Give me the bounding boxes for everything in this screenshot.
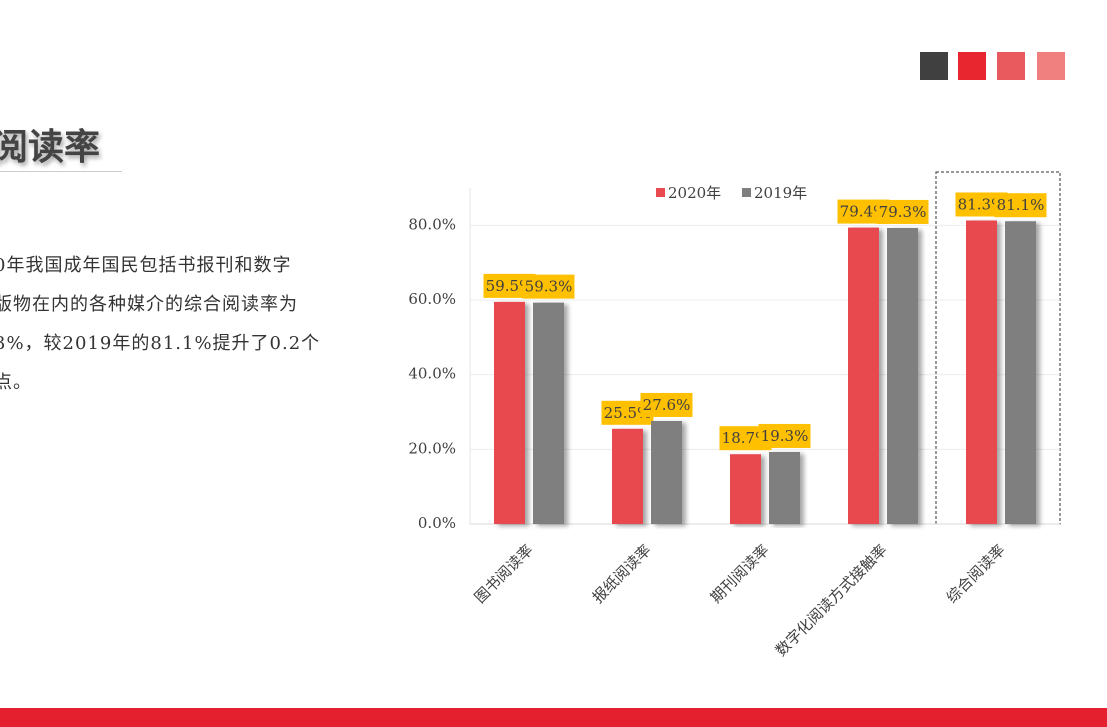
value-label: 25.5%	[604, 404, 652, 422]
bar	[533, 302, 564, 524]
label-box	[994, 193, 1047, 218]
bar	[769, 451, 800, 524]
label-box	[640, 392, 693, 417]
x-tick-label: 报纸阅读率	[589, 541, 655, 607]
x-tick-label: 期刊阅读率	[707, 541, 773, 607]
value-label: 18.7%	[722, 429, 770, 447]
value-label: 81.3%	[958, 195, 1006, 213]
bar	[1005, 221, 1036, 524]
legend-label: 2020年	[668, 184, 721, 202]
value-label: 81.1%	[997, 196, 1045, 214]
x-tick-label: 综合阅读率	[943, 541, 1009, 607]
value-label: 79.4%	[840, 203, 888, 221]
deco-square	[958, 52, 986, 80]
value-label: 59.5%	[486, 277, 534, 295]
legend-swatch	[742, 188, 751, 197]
body-line: 3%，较2019年的81.1%提升了0.2个	[0, 333, 321, 354]
body-text: 0年我国成年国民包括书报刊和数字 版物在内的各种媒介的综合阅读率为 3%，较20…	[0, 246, 354, 402]
body-line: 点。	[0, 372, 32, 393]
heading-rule	[0, 171, 122, 172]
x-tick-label: 图书阅读率	[471, 541, 537, 607]
bar	[651, 420, 682, 524]
heading: 阅读率	[0, 127, 101, 168]
value-label: 79.3%	[879, 203, 927, 221]
x-tick-label: 数字化阅读方式接触率	[772, 541, 891, 660]
y-tick-label: 60.0%	[408, 290, 456, 308]
deco-square	[1037, 52, 1065, 80]
value-label: 19.3%	[761, 427, 809, 445]
label-box	[758, 423, 811, 448]
bar	[730, 454, 761, 524]
bar	[494, 301, 525, 524]
chart: 0.0% 20.0% 40.0% 60.0% 80.0% 图书阅读率 59.5%59.3% 报…	[408, 171, 1061, 660]
legend-swatch	[656, 188, 665, 197]
value-label: 27.6%	[643, 396, 691, 414]
y-tick-label: 80.0%	[408, 215, 456, 233]
bar	[612, 428, 643, 524]
deco-square	[920, 52, 948, 80]
bar	[848, 227, 879, 524]
body-line: 版物在内的各种媒介的综合阅读率为	[0, 294, 298, 315]
bar	[966, 220, 997, 525]
y-tick-label: 40.0%	[408, 365, 456, 383]
label-box	[522, 274, 575, 299]
footer-bar	[0, 708, 1107, 727]
highlight-box	[935, 171, 1061, 525]
label-box	[876, 199, 929, 224]
legend-label: 2019年	[754, 184, 807, 202]
deco-square	[997, 52, 1025, 80]
y-tick-label: 20.0%	[408, 439, 456, 457]
body-line: 0年我国成年国民包括书报刊和数字	[0, 255, 292, 276]
y-tick-label: 0.0%	[418, 514, 456, 532]
bar	[887, 227, 918, 525]
value-label: 59.3%	[525, 278, 573, 296]
